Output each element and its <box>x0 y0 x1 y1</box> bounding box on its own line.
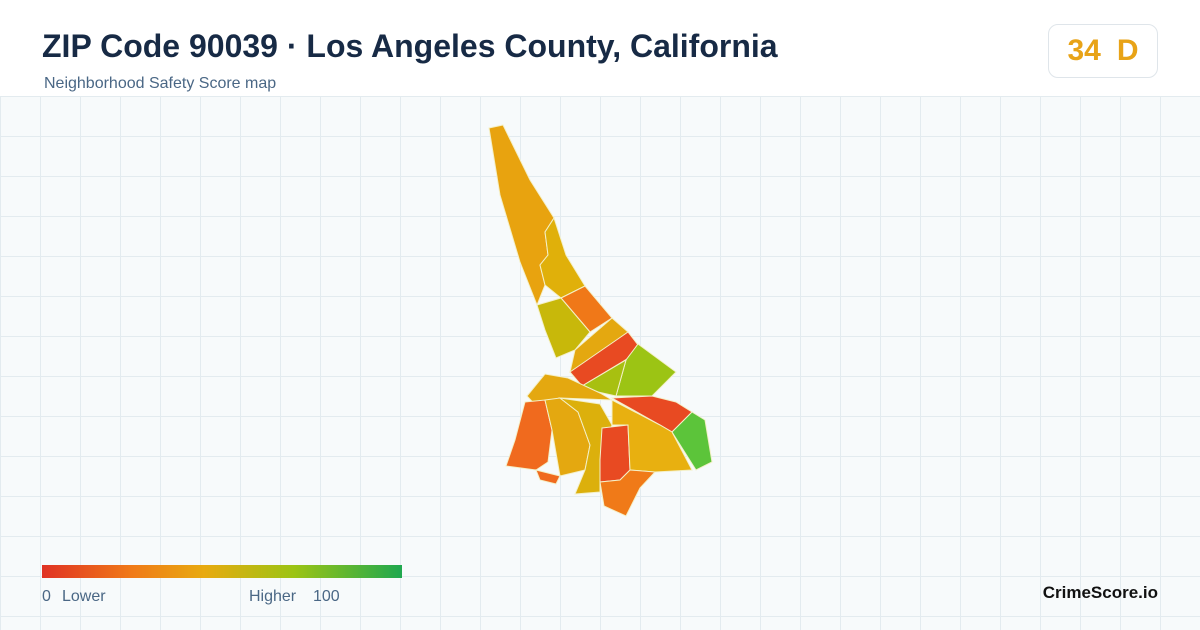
score-badge: 34 D <box>1048 24 1158 78</box>
score-grade: D <box>1116 34 1139 67</box>
legend-min-label: Lower <box>62 588 106 605</box>
area <box>615 343 677 397</box>
score-value: 34 <box>1067 34 1101 67</box>
title: ZIP Code 90039 · Los Angeles County, Cal… <box>42 28 778 64</box>
legend-min: 0 <box>42 588 51 605</box>
area <box>505 399 553 471</box>
area <box>671 411 713 471</box>
area <box>599 469 657 517</box>
area <box>599 424 631 483</box>
area <box>535 469 561 485</box>
subtitle: Neighborhood Safety Score map <box>44 75 277 92</box>
legend-gradient <box>42 565 402 578</box>
area <box>558 397 613 495</box>
header: ZIP Code 90039 · Los Angeles County, Cal… <box>0 0 1200 96</box>
area <box>539 216 586 299</box>
legend-max: 100 <box>313 588 340 605</box>
brand: CrimeScore.io <box>1042 583 1158 602</box>
legend-max-label: Higher <box>249 588 297 605</box>
